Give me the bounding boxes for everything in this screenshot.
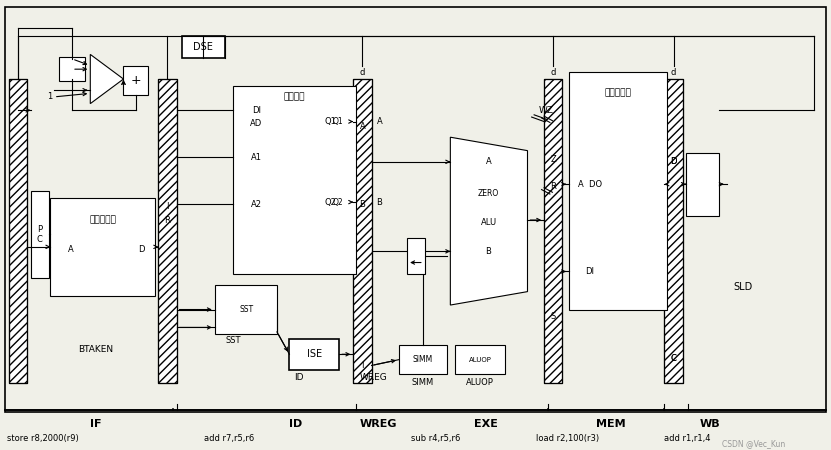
Text: WB: WB [700, 418, 720, 429]
Text: D: D [671, 158, 676, 166]
Polygon shape [450, 137, 528, 305]
Bar [9, 79, 27, 383]
Text: SIMM: SIMM [412, 378, 434, 387]
Text: Q2: Q2 [325, 198, 337, 207]
Bar [407, 238, 425, 274]
Text: P
C: P C [37, 225, 42, 244]
Polygon shape [91, 54, 124, 104]
Bar [9, 79, 27, 383]
Bar [181, 36, 224, 58]
Text: ALUOP: ALUOP [466, 378, 494, 387]
Bar [233, 86, 356, 274]
Text: D: D [671, 158, 676, 166]
Bar [569, 72, 666, 310]
Text: d: d [550, 68, 556, 77]
Text: Q1: Q1 [332, 117, 343, 126]
Text: AD: AD [250, 119, 263, 128]
Text: 指令存储器: 指令存储器 [89, 216, 116, 225]
Bar [289, 338, 339, 370]
Text: 寄存器堆: 寄存器堆 [283, 92, 305, 101]
Bar [664, 79, 682, 383]
Text: ALUOP: ALUOP [469, 357, 492, 363]
Text: DI: DI [585, 267, 594, 276]
Text: R: R [550, 182, 556, 191]
Text: B: B [485, 247, 491, 256]
Bar [664, 79, 682, 383]
Text: Q1: Q1 [325, 117, 337, 126]
Text: ID: ID [295, 373, 304, 382]
Bar [159, 79, 176, 383]
Text: R: R [165, 216, 170, 225]
Text: WREG: WREG [360, 418, 397, 429]
Text: ALU: ALU [480, 218, 497, 227]
Bar [544, 79, 563, 383]
Text: load r2,100(r3): load r2,100(r3) [536, 434, 599, 443]
Text: B: B [360, 200, 366, 209]
Text: A: A [376, 117, 382, 126]
Text: ZERO: ZERO [478, 189, 499, 198]
Text: 数据存储器: 数据存储器 [604, 88, 632, 97]
Bar [686, 153, 719, 216]
Text: S: S [551, 312, 556, 321]
Bar [353, 79, 371, 383]
Text: A: A [68, 245, 74, 254]
Text: add r1,r1,4: add r1,r1,4 [664, 434, 711, 443]
Text: sub r4,r5,r6: sub r4,r5,r6 [411, 434, 460, 443]
Text: B: B [376, 198, 382, 207]
Bar [31, 191, 49, 278]
Bar [51, 198, 155, 296]
Text: A: A [485, 158, 491, 166]
Text: SIMM: SIMM [413, 355, 433, 364]
Text: 1: 1 [47, 92, 52, 101]
Text: A  DO: A DO [578, 180, 602, 189]
Bar [664, 79, 682, 383]
Text: MEM: MEM [596, 418, 625, 429]
Text: CSDN @Vec_Kun: CSDN @Vec_Kun [722, 439, 785, 448]
Text: d: d [671, 68, 676, 77]
Text: EXE: EXE [474, 418, 498, 429]
Text: Q2: Q2 [332, 198, 343, 207]
Text: A1: A1 [251, 153, 262, 162]
Bar [544, 79, 563, 383]
Text: ISE: ISE [307, 349, 322, 359]
Bar [214, 285, 277, 334]
Bar [544, 79, 563, 383]
Bar [455, 345, 505, 374]
Text: D: D [139, 245, 145, 254]
Text: A: A [360, 122, 366, 130]
Text: I: I [166, 202, 169, 211]
Text: SST: SST [239, 305, 253, 314]
Text: BTAKEN: BTAKEN [79, 345, 114, 354]
Text: +: + [130, 74, 141, 87]
Bar [353, 79, 371, 383]
Text: SST: SST [225, 336, 241, 345]
Bar [159, 79, 176, 383]
Text: IF: IF [91, 418, 102, 429]
Bar [353, 79, 371, 383]
Text: DSE: DSE [193, 42, 213, 52]
Text: I: I [361, 361, 364, 370]
Text: C: C [671, 354, 676, 363]
Text: add r7,r5,r6: add r7,r5,r6 [204, 434, 254, 443]
Bar [399, 345, 447, 374]
Text: A2: A2 [251, 200, 262, 209]
Text: WZ: WZ [538, 106, 553, 115]
Bar [124, 66, 149, 94]
Text: WREG: WREG [360, 373, 388, 382]
Text: ID: ID [288, 418, 302, 429]
Bar [9, 79, 27, 383]
Bar [159, 79, 176, 383]
Text: C: C [671, 354, 676, 363]
Text: DI: DI [252, 106, 261, 115]
Text: Z: Z [550, 155, 556, 164]
Text: d: d [360, 68, 365, 77]
Bar [59, 57, 86, 81]
Text: store r8,2000(r9): store r8,2000(r9) [7, 434, 79, 443]
Text: SLD: SLD [734, 282, 753, 292]
